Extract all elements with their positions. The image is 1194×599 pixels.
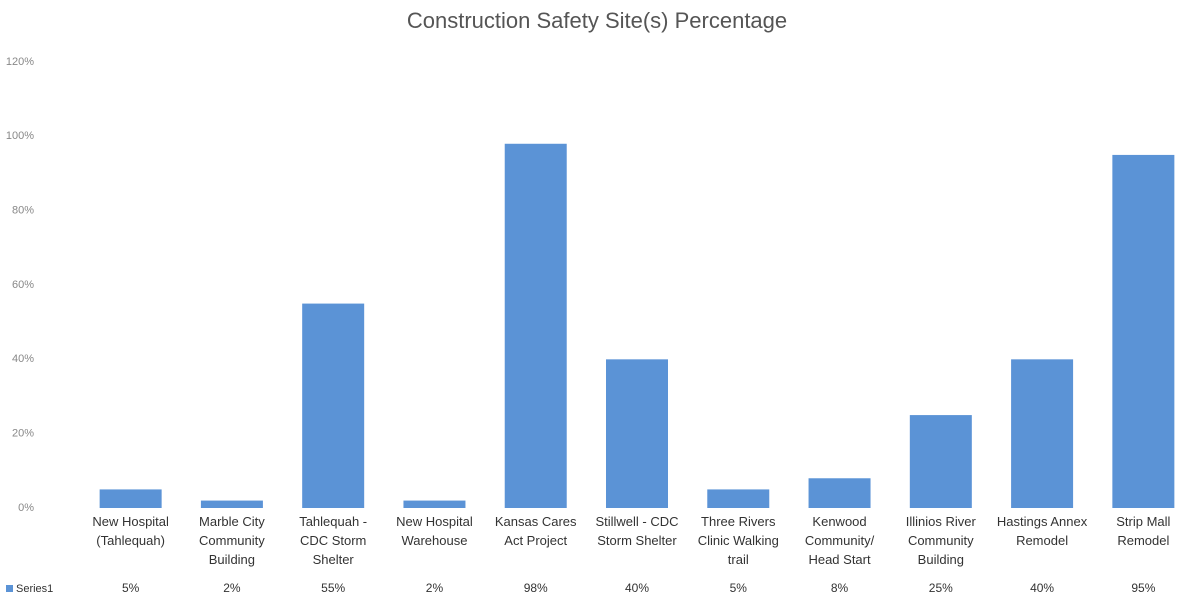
x-tick-label: New Hospital (Tahlequah)	[92, 514, 169, 548]
x-tick-label: Three Rivers Clinic Walking trail	[697, 514, 779, 567]
y-tick-label: 100%	[6, 130, 34, 142]
x-tick-label: Stillwell - CDC Storm Shelter	[595, 514, 679, 548]
data-label: 25%	[929, 581, 953, 595]
y-tick-label: 40%	[12, 353, 34, 365]
chart-title: Construction Safety Site(s) Percentage	[407, 8, 787, 33]
x-tick-label: Illinios River Community Building	[905, 514, 976, 567]
x-tick-label: Kansas Cares Act Project	[494, 514, 577, 548]
legend-label: Series1	[16, 583, 53, 595]
data-label: 8%	[831, 581, 849, 595]
data-label: 40%	[1030, 581, 1054, 595]
x-tick-label: Marble City Community Building	[199, 514, 265, 567]
bar	[808, 478, 871, 508]
bar	[99, 489, 162, 508]
bar	[1112, 154, 1175, 508]
data-label: 5%	[122, 581, 140, 595]
data-label: 40%	[625, 581, 649, 595]
data-label: 2%	[223, 581, 241, 595]
bar	[707, 489, 770, 508]
y-tick-label: 80%	[12, 205, 34, 217]
data-label: 95%	[1131, 581, 1155, 595]
bar	[606, 359, 668, 508]
data-label: 55%	[321, 581, 345, 595]
bar	[200, 500, 263, 508]
bar	[403, 500, 466, 508]
x-tick-label: New Hospital Warehouse	[396, 514, 473, 548]
bar	[1011, 359, 1074, 508]
bar	[909, 415, 972, 508]
y-tick-label: 60%	[12, 279, 34, 291]
bar	[302, 303, 365, 508]
x-tick-label: Kenwood Community/ Head Start	[804, 514, 875, 567]
y-tick-label: 20%	[12, 428, 34, 440]
data-label: 5%	[730, 581, 748, 595]
data-label: 98%	[524, 581, 548, 595]
data-label: 2%	[426, 581, 444, 595]
y-tick-label: 0%	[18, 502, 34, 514]
x-tick-label: Strip Mall Remodel	[1116, 514, 1171, 548]
legend-swatch	[6, 585, 13, 592]
x-tick-label: Hastings Annex Remodel	[996, 514, 1088, 548]
bar	[504, 143, 567, 508]
y-tick-label: 120%	[6, 56, 34, 68]
x-tick-label: Tahlequah - CDC Storm Shelter	[299, 514, 368, 567]
